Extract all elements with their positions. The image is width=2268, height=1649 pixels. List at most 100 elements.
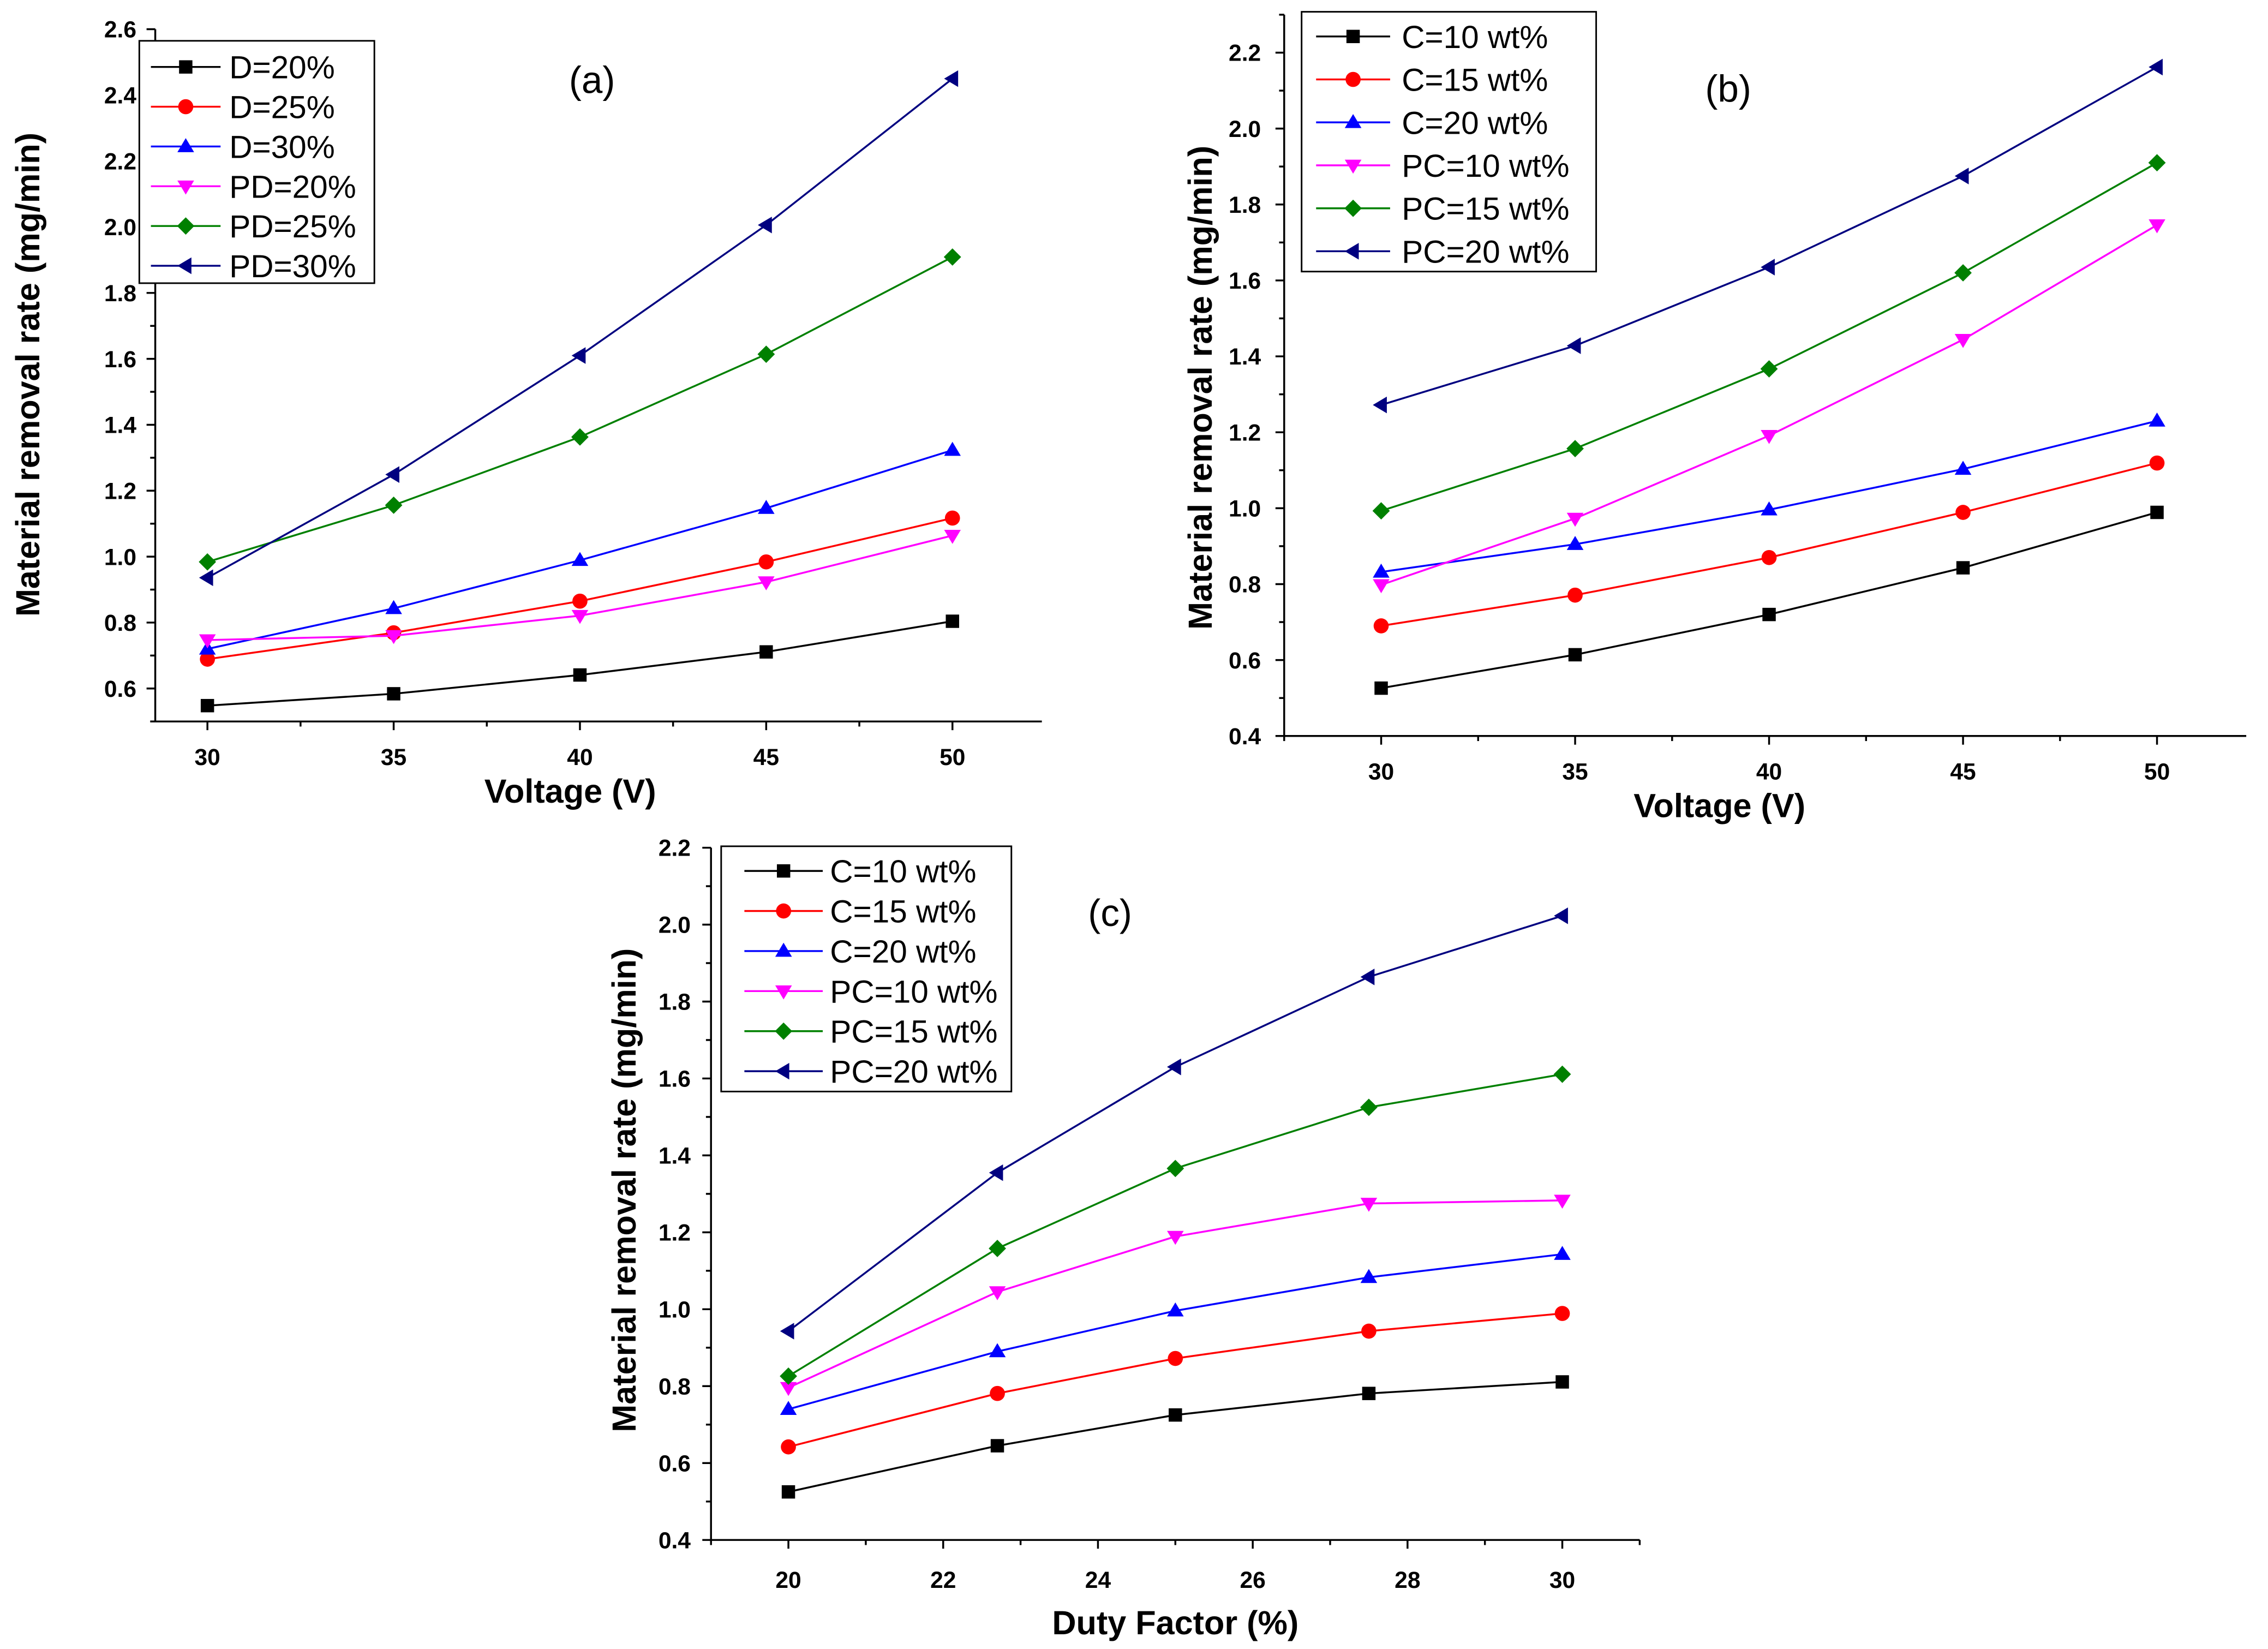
legend-label: PD=25% <box>229 209 356 244</box>
series-c-20-wt <box>1373 413 2165 578</box>
data-point-pd-20 <box>385 630 402 644</box>
data-point-c-15-wt <box>1373 618 1389 634</box>
data-point-c-20-wt <box>989 1343 1006 1358</box>
legend-label: D=30% <box>229 129 335 165</box>
series-c-10-wt <box>781 1375 1569 1499</box>
data-point-c-10-wt <box>1762 607 1776 622</box>
legend-label: C=20 wt% <box>830 934 976 970</box>
legend-swatch-marker <box>179 60 193 74</box>
data-point-pc-15-wt <box>780 1367 797 1385</box>
data-point-pc-10-wt <box>780 1382 797 1396</box>
y-tick-label: 1.8 <box>104 280 136 307</box>
series-pd-20 <box>199 530 961 649</box>
legend-entry: D=25% <box>151 90 335 126</box>
data-point-c-20-wt <box>1954 461 1972 475</box>
data-point-pd-20 <box>944 530 961 544</box>
data-point-c-20-wt <box>1373 563 1390 578</box>
legend-label: C=15 wt% <box>830 894 976 930</box>
y-tick-label: 1.0 <box>659 1297 691 1323</box>
x-axis-title: Voltage (V) <box>1633 787 1805 824</box>
data-point-d-30 <box>758 500 775 514</box>
data-point-pd-25 <box>943 248 961 266</box>
legend-label: PC=20 wt% <box>1402 234 1569 270</box>
y-tick-label: 1.6 <box>1229 268 1261 294</box>
data-point-pc-20-wt <box>1373 396 1387 414</box>
data-point-c-15-wt <box>1361 1323 1377 1339</box>
data-point-pd-30 <box>944 70 959 87</box>
panel-label: (b) <box>1705 68 1751 110</box>
y-tick-label: 2.0 <box>104 214 136 241</box>
data-point-d-30 <box>944 441 961 456</box>
data-point-pd-20 <box>571 610 589 624</box>
series-pc-15-wt <box>780 1065 1571 1385</box>
data-point-c-15-wt <box>2149 455 2165 471</box>
legend-swatch-marker <box>177 257 192 274</box>
x-tick-label: 45 <box>753 744 779 770</box>
data-point-c-15-wt <box>1955 505 1971 520</box>
data-point-pc-10-wt <box>2149 219 2165 234</box>
data-point-pc-15-wt <box>1760 360 1778 378</box>
data-point-pc-15-wt <box>989 1240 1006 1257</box>
panel-label: (a) <box>569 59 615 101</box>
legend-swatch-marker <box>177 217 195 235</box>
series-pc-20-wt <box>780 907 1568 1340</box>
legend-label: PC=10 wt% <box>830 974 997 1009</box>
panel-label: (c) <box>1088 892 1132 934</box>
data-point-c-10-wt <box>1169 1408 1182 1422</box>
x-tick-label: 24 <box>1085 1567 1111 1593</box>
y-tick-label: 0.8 <box>1229 572 1261 598</box>
data-point-pc-20-wt <box>989 1164 1003 1181</box>
y-tick-label: 2.2 <box>1229 40 1261 67</box>
y-tick-label: 2.0 <box>1229 116 1261 142</box>
y-tick-label: 1.8 <box>659 989 691 1015</box>
x-tick-label: 50 <box>2144 759 2170 785</box>
y-tick-label: 2.2 <box>104 148 136 175</box>
y-tick-label: 0.4 <box>1229 724 1261 750</box>
data-point-d-25 <box>200 652 216 667</box>
data-point-d-20 <box>946 614 959 628</box>
legend-entry: D=20% <box>151 50 335 86</box>
legend-label: C=10 wt% <box>1402 20 1548 55</box>
y-tick-label: 2.6 <box>104 17 136 43</box>
y-tick-label: 1.4 <box>659 1143 691 1169</box>
data-point-pc-15-wt <box>1360 1098 1378 1116</box>
y-tick-label: 0.8 <box>104 610 136 636</box>
data-point-pd-20 <box>758 576 775 590</box>
legend-box <box>138 40 375 284</box>
legend-label: C=15 wt% <box>1402 63 1548 98</box>
data-point-pc-10-wt <box>989 1286 1006 1300</box>
data-point-pd-20 <box>199 634 216 649</box>
legend-label: PC=20 wt% <box>830 1054 997 1090</box>
data-point-d-25 <box>572 593 588 609</box>
legend-entry: D=30% <box>151 129 335 165</box>
data-point-c-20-wt <box>1360 1269 1378 1283</box>
data-point-pc-20-wt <box>1167 1058 1181 1076</box>
data-point-c-15-wt <box>1554 1306 1570 1321</box>
y-tick-label: 0.6 <box>659 1450 691 1477</box>
data-point-c-10-wt <box>1362 1387 1376 1400</box>
y-tick-label: 0.4 <box>659 1527 691 1554</box>
x-tick-label: 40 <box>567 744 593 770</box>
chart-b: 30 35 40 45 50 0.4 0.6 0.8 1.0 1.2 1.4 1.6 1.8 2.0 2.2… <box>1182 11 2247 824</box>
y-axis-title: Material removal rate (mg/min) <box>1182 146 1219 630</box>
y-axis-title: Material removal rate (mg/min) <box>9 133 46 617</box>
data-point-pc-20-wt <box>2149 58 2163 76</box>
series-pd-30 <box>199 70 959 587</box>
legend-swatch-marker <box>775 942 792 957</box>
legend-entry: PC=20 wt% <box>1316 234 1569 270</box>
data-point-c-20-wt <box>1167 1302 1184 1317</box>
legend-swatch-marker <box>177 138 194 152</box>
data-point-pd-30 <box>571 347 586 364</box>
data-point-d-20 <box>759 645 773 659</box>
x-tick-label: 28 <box>1395 1567 1420 1593</box>
data-point-pc-20-wt <box>1761 259 1775 276</box>
legend-swatch-marker <box>1344 113 1362 128</box>
data-point-c-15-wt <box>990 1385 1005 1401</box>
y-tick-label: 2.0 <box>659 912 691 939</box>
data-point-d-20 <box>387 687 400 701</box>
data-point-c-20-wt <box>2149 413 2165 427</box>
legend-entry: PC=15 wt% <box>1316 192 1569 227</box>
legend-entry: C=10 wt% <box>744 854 977 889</box>
y-tick-label: 2.4 <box>104 83 136 109</box>
data-point-c-20-wt <box>1761 501 1778 516</box>
